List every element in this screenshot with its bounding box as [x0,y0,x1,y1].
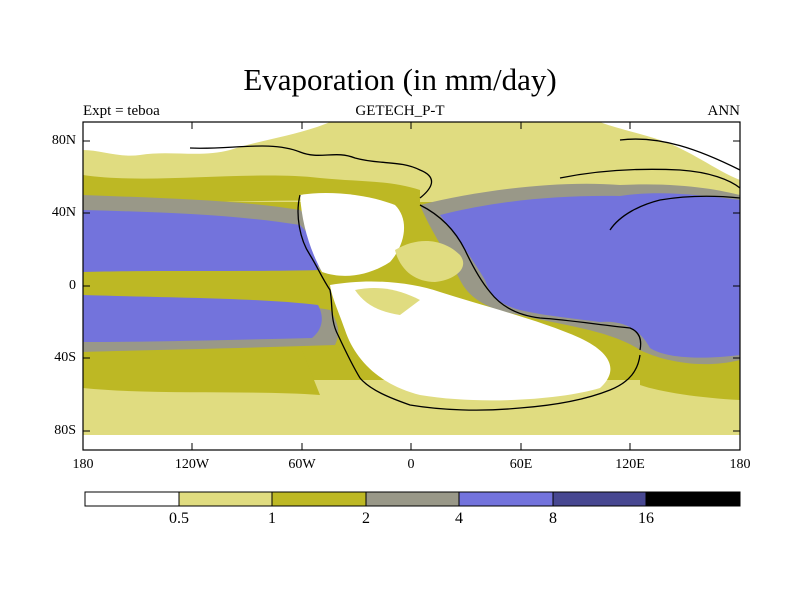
tick-marks [82,122,741,450]
tethys-high [440,193,740,358]
western-coastline [297,194,641,411]
x-tick-label-120e: 120E [615,457,645,472]
northern-asia-coastline [559,168,741,189]
x-tick-label-60w: 60W [288,457,316,472]
colorbar-box-3 [366,492,459,506]
colorbar-frame [84,491,741,507]
arctic-white-east [600,122,740,180]
north-american-interior [300,193,405,276]
y-tick-label-80n: 80N [51,133,76,148]
southern-tethys-coastline [419,204,642,351]
colorbar-label-0: 0.5 [169,510,189,527]
colorbar-box-6 [646,492,740,506]
colorbar-label-5: 16 [638,510,654,527]
south-atlantic-region [355,288,420,315]
colorbar-label-4: 8 [549,510,557,527]
y-tick-label-40n: 40N [51,205,76,220]
north-atlantic-region [395,240,464,282]
northern-coastline [189,145,433,199]
x-tick-label-180e: 180 [729,457,751,472]
south-pacific-high [83,295,322,342]
y-tick-label-80s: 80S [54,423,76,438]
arctic-white-west [83,122,330,156]
colorbar-box-0 [85,492,179,506]
colorbar-label-3: 4 [455,510,463,527]
colorbar-label-2: 2 [362,510,370,527]
evaporation-field [83,122,740,450]
y-tick-label-0: 0 [69,278,76,293]
map-title: Evaporation (in mm/day) [243,62,557,97]
east-asia-coastline [609,195,741,231]
experiment-label: Expt = teboa [83,103,160,119]
x-tick-label-60e: 60E [509,457,533,472]
dataset-label: GETECH_P-T [355,103,445,119]
colorbar-box-4 [459,492,553,506]
season-label: ANN [707,103,741,119]
colorbar-box-5 [553,492,646,506]
colorbar [84,491,741,507]
colorbar-box-1 [179,492,272,506]
south-mid-band-east [640,360,740,400]
colorbar-box-2 [272,492,366,506]
north-pacific-high [83,210,319,272]
x-tick-label-120w: 120W [174,457,210,472]
antarctic-white [83,435,740,450]
y-tick-label-40s: 40S [54,350,76,365]
coastlines [189,138,741,411]
south-mid-band-west [83,336,320,395]
arctic-coastline [619,138,741,171]
x-tick-label-0: 0 [407,457,415,472]
x-tick-label-180w: 180 [72,457,94,472]
colorbar-label-1: 1 [268,510,276,527]
